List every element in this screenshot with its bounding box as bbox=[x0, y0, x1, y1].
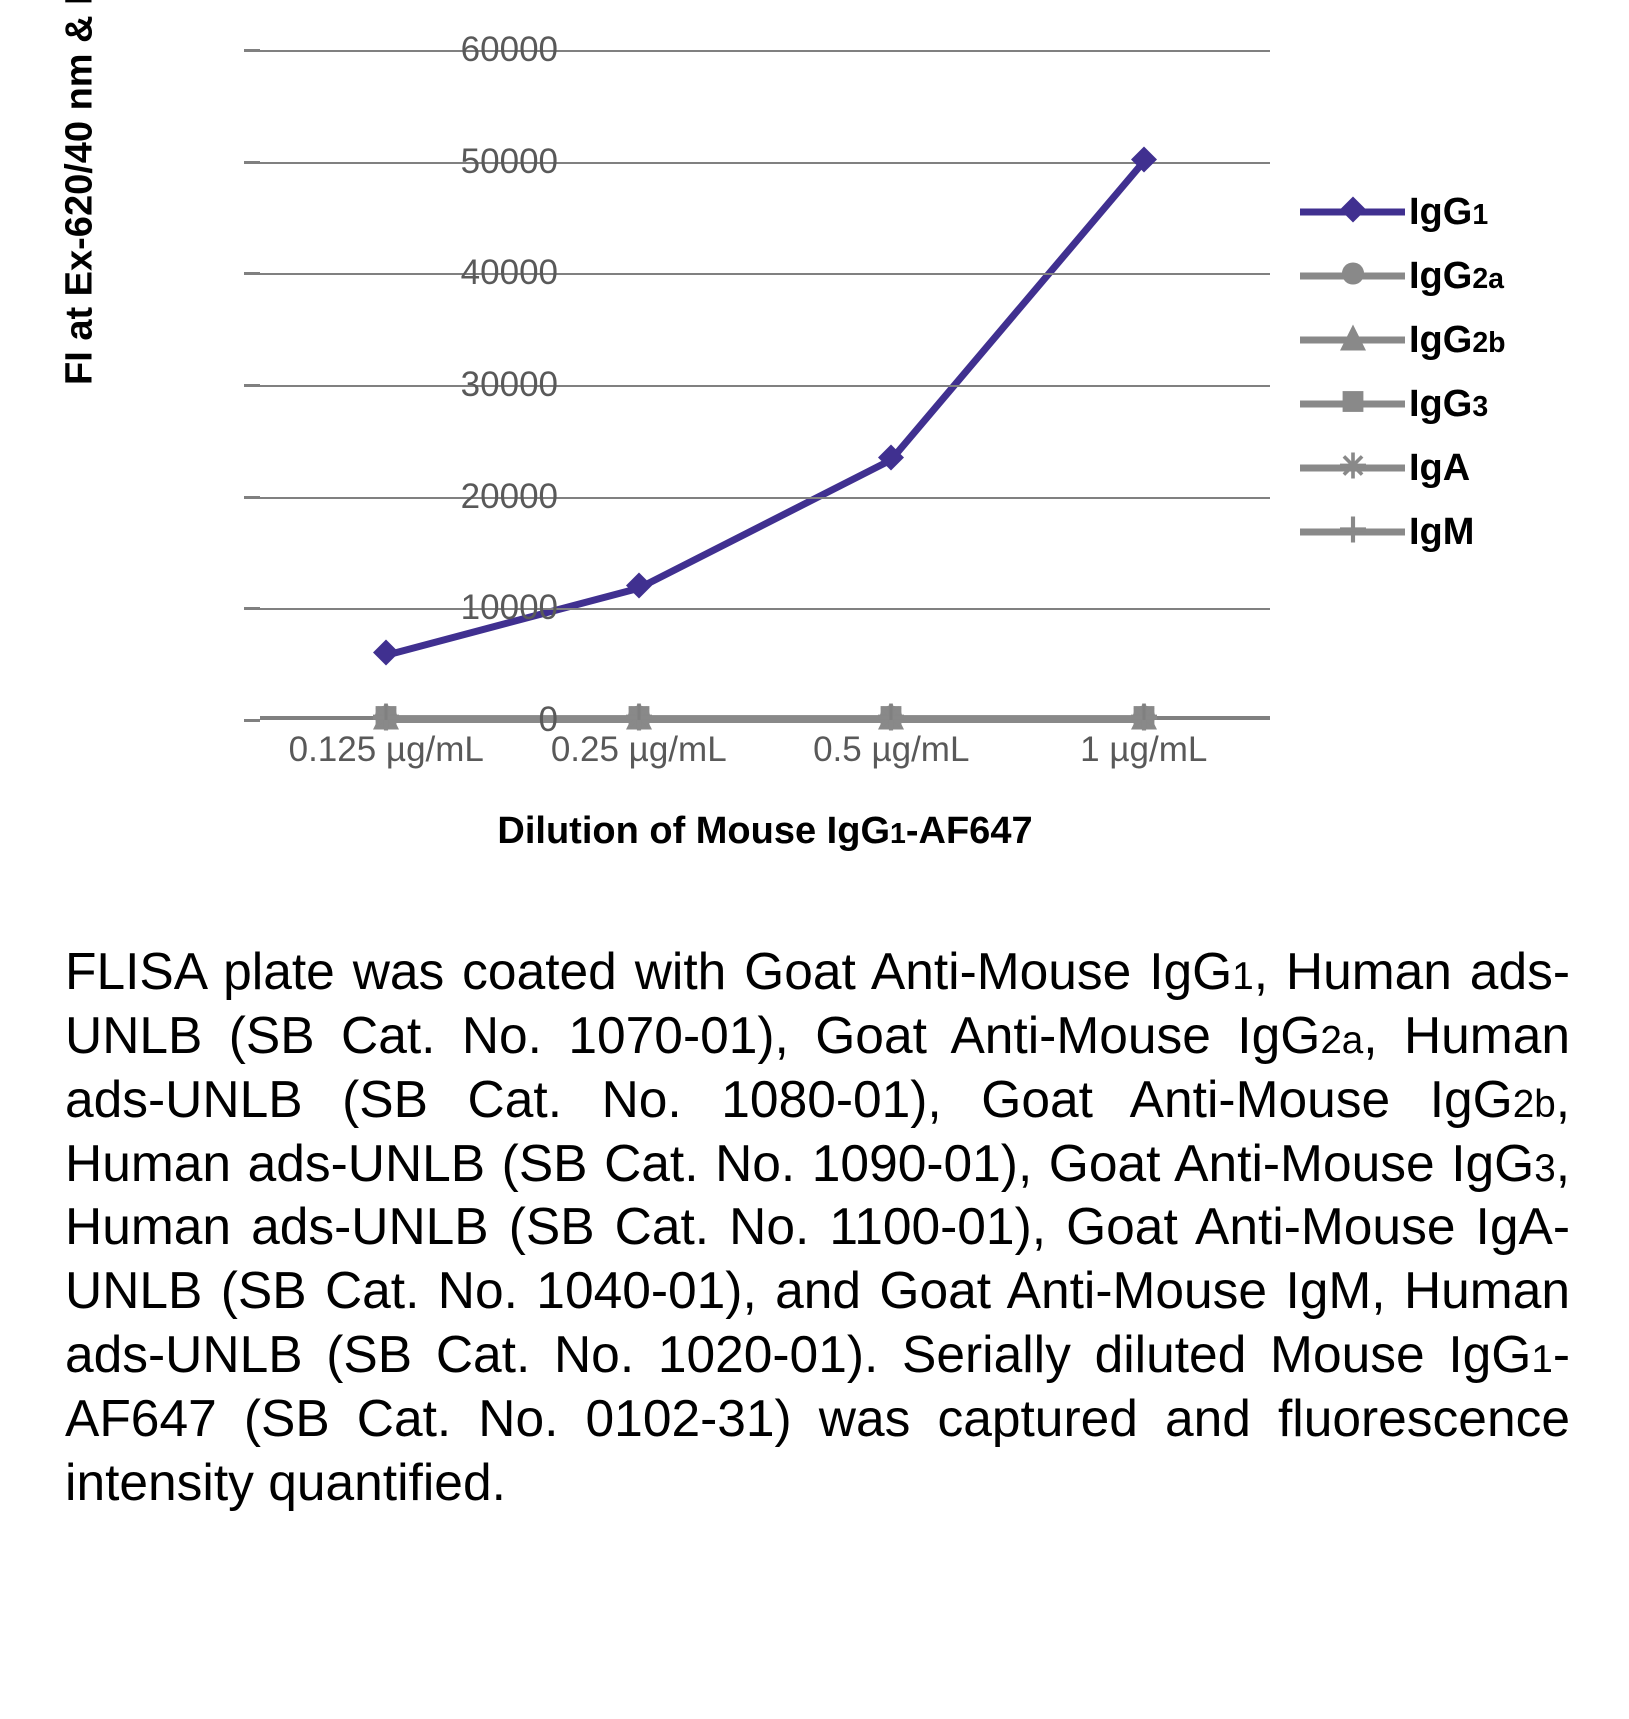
x-tick-label: 0.125 µg/mL bbox=[289, 730, 484, 770]
legend-label: IgG3 bbox=[1409, 383, 1488, 426]
y-tick bbox=[244, 607, 260, 610]
marker-IgG1 bbox=[626, 573, 652, 604]
y-tick bbox=[244, 272, 260, 275]
x-tick bbox=[1142, 704, 1145, 720]
legend-marker bbox=[1300, 325, 1405, 355]
figure-caption: FLISA plate was coated with Goat Anti-Mo… bbox=[65, 940, 1570, 1515]
x-tick-label: 0.25 µg/mL bbox=[551, 730, 727, 770]
legend-item-IgA: IgA bbox=[1300, 436, 1560, 500]
x-tick bbox=[385, 704, 388, 720]
legend-item-IgM: IgM bbox=[1300, 500, 1560, 564]
y-tick bbox=[244, 719, 260, 722]
legend-marker bbox=[1300, 517, 1405, 547]
y-tick bbox=[244, 49, 260, 52]
chart-container: FI at Ex-620/40 nm & Em-680/30 nm Diluti… bbox=[60, 30, 1580, 890]
legend-label: IgG1 bbox=[1409, 191, 1488, 234]
marker-IgG1 bbox=[878, 444, 904, 475]
y-tick-label: 10000 bbox=[408, 588, 558, 628]
legend-item-IgG2a: IgG2a bbox=[1300, 244, 1560, 308]
legend-marker bbox=[1300, 261, 1405, 291]
legend-label: IgA bbox=[1409, 447, 1470, 490]
x-tick-label: 0.5 µg/mL bbox=[813, 730, 969, 770]
legend: IgG1 IgG2a IgG2b IgG3 IgA IgM bbox=[1300, 180, 1560, 564]
y-tick bbox=[244, 384, 260, 387]
y-tick bbox=[244, 496, 260, 499]
legend-label: IgM bbox=[1409, 511, 1474, 554]
legend-item-IgG3: IgG3 bbox=[1300, 372, 1560, 436]
legend-marker bbox=[1300, 197, 1405, 227]
y-tick-label: 20000 bbox=[408, 477, 558, 517]
legend-marker bbox=[1300, 389, 1405, 419]
x-tick bbox=[637, 704, 640, 720]
legend-label: IgG2b bbox=[1409, 319, 1506, 362]
x-tick bbox=[890, 704, 893, 720]
legend-item-IgG1: IgG1 bbox=[1300, 180, 1560, 244]
y-tick-label: 50000 bbox=[408, 142, 558, 182]
legend-item-IgG2b: IgG2b bbox=[1300, 308, 1560, 372]
legend-label: IgG2a bbox=[1409, 255, 1504, 298]
y-tick-label: 30000 bbox=[408, 365, 558, 405]
marker-IgG1 bbox=[373, 640, 399, 671]
x-axis-title: Dilution of Mouse IgG1-AF647 bbox=[260, 810, 1270, 853]
legend-marker bbox=[1300, 453, 1405, 483]
y-tick bbox=[244, 161, 260, 164]
y-axis-title: FI at Ex-620/40 nm & Em-680/30 nm bbox=[59, 0, 102, 385]
marker-IgG1 bbox=[1131, 146, 1157, 177]
x-tick-label: 1 µg/mL bbox=[1080, 730, 1207, 770]
series-line-IgG1 bbox=[386, 162, 1144, 656]
y-tick-label: 40000 bbox=[408, 253, 558, 293]
y-tick-label: 60000 bbox=[408, 30, 558, 70]
